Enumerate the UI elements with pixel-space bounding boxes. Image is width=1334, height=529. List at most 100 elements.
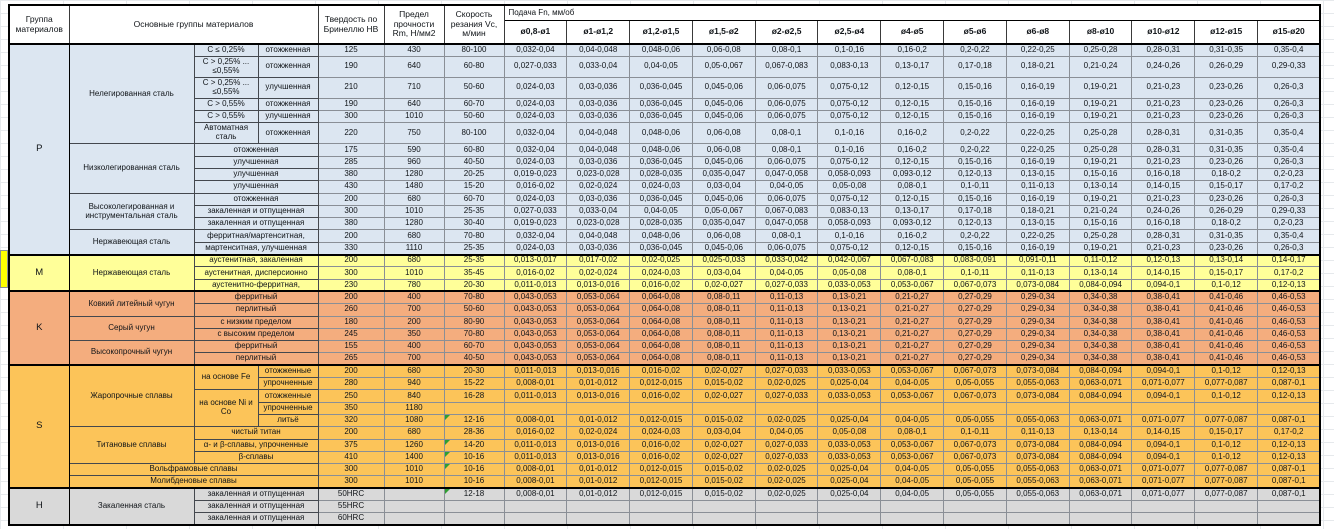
cell-speed[interactable]: 25-35: [443, 253, 505, 268]
header-feed-diameter[interactable]: ø12-ø15: [1194, 20, 1259, 45]
header-feed-diameter[interactable]: ø1,2-ø1,5: [629, 20, 693, 45]
material-label-cell[interactable]: Титановые сплавы: [68, 426, 195, 465]
cell-feed[interactable]: 0,08-0,1: [880, 426, 945, 440]
cell-speed[interactable]: 70-80: [443, 290, 505, 305]
cell-feed[interactable]: [1068, 512, 1133, 526]
cell-strength[interactable]: 640: [383, 97, 445, 112]
cell-feed[interactable]: 0,16-0,19: [1005, 97, 1070, 112]
cell-feed[interactable]: [1194, 401, 1259, 415]
cell-feed[interactable]: 0,01-0,012: [566, 377, 631, 391]
cell-feed[interactable]: 0,033-0,053: [817, 438, 882, 452]
cell-hardness[interactable]: 125: [317, 42, 385, 57]
cell-hardness[interactable]: 220: [317, 122, 385, 145]
cell-feed[interactable]: 0,093-0,12: [880, 217, 945, 231]
header-feed-diameter[interactable]: ø1-ø1,2: [566, 20, 631, 45]
cell-speed[interactable]: 20-30: [443, 278, 505, 292]
cell-strength[interactable]: 1260: [383, 438, 445, 452]
cell-hardness[interactable]: 350: [317, 401, 385, 415]
cell-hardness[interactable]: 300: [317, 204, 385, 219]
header-feed-title[interactable]: Подача Fn, мм/об: [503, 4, 1321, 21]
cell-feed[interactable]: 0,31-0,35: [1194, 122, 1259, 145]
cell-feed[interactable]: 0,13-0,17: [880, 55, 945, 78]
material-label-cell[interactable]: Нелегированная сталь: [68, 43, 195, 145]
cell-feed[interactable]: 0,016-0,02: [503, 426, 568, 440]
cell-feed[interactable]: 0,02-0,027: [691, 364, 756, 379]
cell-feed[interactable]: 0,2-0,23: [1257, 217, 1321, 231]
material-label-cell[interactable]: закаленная и отпущенная: [193, 512, 319, 526]
cell-feed[interactable]: 0,033-0,053: [817, 278, 882, 292]
cell-feed[interactable]: 0,18-0,21: [1005, 55, 1070, 78]
cell-feed[interactable]: 0,21-0,23: [1131, 155, 1196, 169]
cell-feed[interactable]: 0,071-0,077: [1131, 463, 1196, 477]
cell-feed[interactable]: 0,27-0,29: [943, 352, 1007, 366]
cell-feed[interactable]: 0,13-0,21: [817, 327, 882, 342]
cell-hardness[interactable]: 155: [317, 340, 385, 354]
cell-feed[interactable]: 0,093-0,12: [880, 167, 945, 182]
cell-speed[interactable]: 25-35: [443, 241, 505, 256]
material-label-cell[interactable]: улучшенная: [193, 180, 319, 194]
cell-speed[interactable]: 40-50: [443, 155, 505, 169]
cell-feed[interactable]: 0,027-0,033: [754, 450, 819, 465]
header-feed-diameter[interactable]: ø6-ø8: [1005, 20, 1070, 45]
cell-feed[interactable]: 0,24-0,26: [1131, 204, 1196, 219]
cell-feed[interactable]: 0,11-0,13: [754, 303, 819, 317]
cell-feed[interactable]: 0,03-0,036: [566, 155, 631, 169]
material-label-cell[interactable]: отожженная: [193, 192, 319, 206]
header-material-group[interactable]: Группа материалов: [8, 4, 70, 45]
cell-feed[interactable]: 0,036-0,045: [629, 97, 693, 112]
cell-strength[interactable]: 400: [383, 340, 445, 354]
cell-hardness[interactable]: 200: [317, 253, 385, 268]
cell-feed[interactable]: 0,067-0,073: [943, 450, 1007, 465]
header-feed-diameter[interactable]: ø2-ø2,5: [754, 20, 819, 45]
cell-feed[interactable]: 0,011-0,013: [503, 278, 568, 292]
cell-feed[interactable]: 0,12-0,13: [943, 167, 1007, 182]
cell-speed[interactable]: 25-35: [443, 204, 505, 219]
cell-feed[interactable]: 0,35-0,4: [1257, 229, 1321, 243]
cell-feed[interactable]: 0,23-0,26: [1194, 76, 1259, 99]
cell-feed[interactable]: 0,094-0,1: [1131, 450, 1196, 465]
material-label-cell[interactable]: отожженные: [257, 389, 319, 403]
cell-feed[interactable]: 0,08-0,11: [691, 327, 756, 342]
cell-feed[interactable]: 0,05-0,067: [691, 55, 756, 78]
cell-feed[interactable]: [1257, 512, 1321, 526]
material-label-cell[interactable]: отожженные: [257, 364, 319, 379]
cell-feed[interactable]: 0,04-0,048: [566, 42, 631, 57]
cell-feed[interactable]: 0,17-0,2: [1257, 180, 1321, 194]
cell-feed[interactable]: 0,21-0,23: [1131, 192, 1196, 206]
cell-feed[interactable]: 0,058-0,093: [817, 167, 882, 182]
cell-feed[interactable]: 0,1-0,12: [1194, 389, 1259, 403]
cell-feed[interactable]: 0,055-0,063: [1005, 487, 1070, 502]
cell-feed[interactable]: 0,19-0,21: [1068, 97, 1133, 112]
cell-hardness[interactable]: 300: [317, 475, 385, 489]
cell-feed[interactable]: 0,28-0,31: [1131, 122, 1196, 145]
cell-speed[interactable]: 70-80: [443, 229, 505, 243]
cell-feed[interactable]: 0,016-0,02: [629, 278, 693, 292]
cell-feed[interactable]: 0,27-0,29: [943, 303, 1007, 317]
cell-strength[interactable]: 960: [383, 155, 445, 169]
cell-hardness[interactable]: 410: [317, 450, 385, 465]
cell-hardness[interactable]: 60HRC: [317, 512, 385, 526]
cell-feed[interactable]: 0,055-0,063: [1005, 463, 1070, 477]
cell-feed[interactable]: 0,01-0,012: [566, 413, 631, 428]
cell-speed[interactable]: 28-36: [443, 426, 505, 440]
cell-feed[interactable]: 0,04-0,05: [880, 377, 945, 391]
material-label-cell[interactable]: перлитный: [193, 303, 319, 317]
cell-feed[interactable]: 0,035-0,047: [691, 217, 756, 231]
cell-feed[interactable]: 0,12-0,15: [880, 192, 945, 206]
cell-feed[interactable]: 0,077-0,087: [1194, 463, 1259, 477]
cell-feed[interactable]: 0,46-0,53: [1257, 340, 1321, 354]
cell-feed[interactable]: 0,13-0,15: [1005, 217, 1070, 231]
cell-feed[interactable]: 0,12-0,15: [880, 110, 945, 124]
header-main-groups[interactable]: Основные группы материалов: [68, 4, 319, 45]
cell-feed[interactable]: 0,29-0,33: [1257, 204, 1321, 219]
cell-feed[interactable]: 0,21-0,27: [880, 340, 945, 354]
cell-feed[interactable]: 0,013-0,016: [566, 278, 631, 292]
cell-feed[interactable]: 0,047-0,058: [754, 167, 819, 182]
cell-strength[interactable]: 750: [383, 122, 445, 145]
group-letter-cell[interactable]: S: [8, 364, 70, 489]
cell-feed[interactable]: 0,1-0,11: [943, 426, 1007, 440]
cell-feed[interactable]: 0,2-0,22: [943, 229, 1007, 243]
cell-hardness[interactable]: 200: [317, 364, 385, 379]
material-label-cell[interactable]: чистый титан: [193, 426, 319, 440]
cell-feed[interactable]: 0,016-0,02: [503, 266, 568, 280]
